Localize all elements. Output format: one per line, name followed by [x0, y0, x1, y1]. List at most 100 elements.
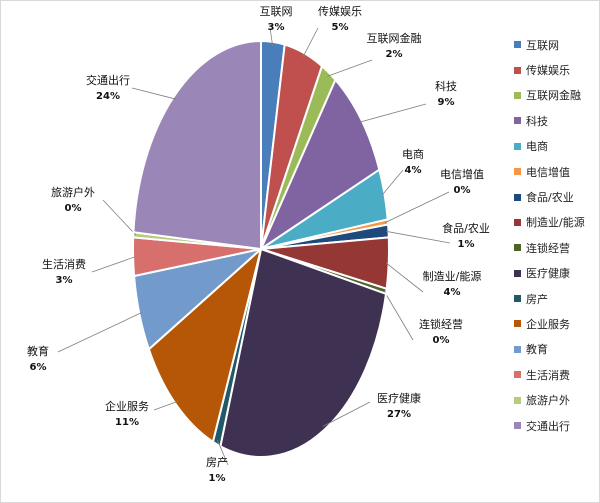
- slice-category-label: 食品/农业: [442, 221, 490, 235]
- legend-swatch: [514, 41, 521, 49]
- leader-line: [385, 191, 450, 223]
- legend-item: 医疗健康: [514, 261, 598, 286]
- legend-label: 制造业/能源: [526, 216, 585, 230]
- slice-category-label: 电商: [402, 147, 424, 161]
- legend-label: 互联网金融: [526, 89, 581, 103]
- slice-value-label: 9%: [438, 97, 455, 108]
- legend-swatch: [514, 66, 521, 74]
- leader-line: [91, 256, 136, 273]
- legend-label: 食品/农业: [526, 191, 574, 205]
- pie-slice: [147, 246, 263, 444]
- legend-swatch: [514, 244, 521, 252]
- legend-label: 传媒娱乐: [526, 64, 570, 78]
- legend-item: 旅游户外: [514, 387, 598, 412]
- leader-line: [302, 27, 319, 58]
- legend-label: 生活消费: [526, 368, 570, 382]
- legend-swatch: [514, 396, 521, 404]
- slice-category-label: 企业服务: [105, 399, 149, 413]
- slice-value-label: 0%: [433, 335, 450, 346]
- slice-category-label: 连锁经营: [419, 317, 463, 331]
- legend-label: 旅游户外: [526, 394, 570, 408]
- slice-category-label: 医疗健康: [377, 391, 421, 405]
- slice-value-label: 0%: [454, 185, 471, 196]
- legend-label: 医疗健康: [526, 267, 570, 281]
- slice-category-label: 电信增值: [440, 167, 484, 181]
- slice-category-label: 互联网金融: [367, 31, 422, 45]
- leader-line: [381, 169, 404, 196]
- slice-category-label: 交通出行: [86, 73, 130, 87]
- legend-item: 制造业/能源: [514, 210, 598, 235]
- leader-line: [385, 230, 451, 244]
- pie-slice: [219, 247, 388, 458]
- pie-slice: [258, 77, 381, 252]
- slice-category-label: 教育: [27, 344, 49, 358]
- legend-label: 电信增值: [526, 165, 570, 179]
- legend-item: 房产: [514, 286, 598, 311]
- leader-line: [131, 87, 177, 100]
- leader-line: [359, 103, 427, 123]
- leader-line: [217, 440, 229, 466]
- legend-label: 科技: [526, 114, 548, 128]
- slice-value-label: 11%: [115, 417, 139, 428]
- leader-line: [327, 59, 373, 77]
- slice-value-label: 6%: [30, 362, 47, 373]
- legend-item: 传媒娱乐: [514, 57, 598, 82]
- legend-item: 连锁经营: [514, 235, 598, 260]
- slice-category-label: 传媒娱乐: [318, 4, 362, 18]
- slice-category-label: 制造业/能源: [423, 269, 482, 283]
- leader-line: [322, 401, 371, 427]
- leader-line: [269, 27, 274, 47]
- legend-label: 交通出行: [526, 419, 570, 433]
- pie-slice: [132, 39, 262, 251]
- legend-swatch: [514, 117, 521, 125]
- slice-value-label: 3%: [268, 22, 285, 33]
- chart-legend: 互联网传媒娱乐互联网金融科技电商电信增值食品/农业制造业/能源 连锁经营医疗健康房…: [514, 32, 598, 438]
- legend-item: 电信增值: [514, 159, 598, 184]
- legend-swatch: [514, 269, 521, 277]
- slice-value-label: 24%: [96, 91, 120, 102]
- leader-line: [102, 199, 137, 236]
- slice-category-label: 科技: [435, 79, 457, 93]
- slice-value-label: 1%: [209, 473, 226, 484]
- slice-value-label: 3%: [56, 275, 73, 286]
- slice-value-label: 5%: [332, 22, 349, 33]
- legend-swatch: [514, 91, 521, 99]
- legend-swatch: [514, 371, 521, 379]
- legend-item: 教育: [514, 337, 598, 362]
- legend-label: 连锁经营: [526, 241, 570, 255]
- legend-swatch: [514, 193, 521, 201]
- leader-line: [385, 262, 424, 293]
- legend-swatch: [514, 168, 521, 176]
- legend-label: 房产: [526, 292, 548, 306]
- legend-label: 互联网: [526, 38, 559, 52]
- legend-item: 科技: [514, 108, 598, 133]
- slice-value-label: 4%: [444, 287, 461, 298]
- legend-item: 交通出行: [514, 413, 598, 438]
- leader-line: [153, 401, 178, 411]
- legend-swatch: [514, 345, 521, 353]
- legend-item: 食品/农业: [514, 184, 598, 209]
- legend-swatch: [514, 142, 521, 150]
- legend-label: 电商: [526, 140, 548, 154]
- legend-swatch: [514, 218, 521, 226]
- legend-item: 互联网: [514, 32, 598, 57]
- slice-value-label: 1%: [458, 239, 475, 250]
- slice-value-label: 2%: [386, 49, 403, 60]
- legend-swatch: [514, 295, 521, 303]
- legend-swatch: [514, 422, 521, 430]
- slice-category-label: 互联网: [260, 5, 293, 18]
- legend-item: 电商: [514, 134, 598, 159]
- leader-line: [383, 290, 414, 341]
- slice-category-label: 房产: [206, 455, 228, 469]
- legend-item: 互联网金融: [514, 83, 598, 108]
- slice-value-label: 27%: [387, 409, 411, 420]
- legend-swatch: [514, 320, 521, 328]
- slice-value-label: 0%: [65, 203, 82, 214]
- leader-line: [57, 312, 142, 353]
- slice-category-label: 旅游户外: [51, 185, 95, 199]
- legend-item: 企业服务: [514, 311, 598, 336]
- legend-item: 生活消费: [514, 362, 598, 387]
- legend-label: 企业服务: [526, 317, 570, 331]
- slice-value-label: 4%: [405, 165, 422, 176]
- slice-category-label: 生活消费: [42, 257, 86, 271]
